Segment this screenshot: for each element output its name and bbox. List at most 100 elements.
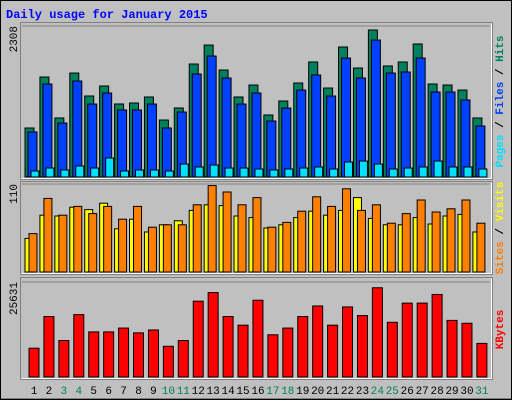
x-tick-label: 23 — [356, 386, 369, 398]
bar — [207, 292, 219, 378]
bar — [476, 342, 488, 378]
y-tick-label: 25631 — [9, 282, 21, 315]
bar — [43, 316, 55, 378]
legend: Pages / Files / Hits — [495, 35, 507, 167]
x-tick-label: 21 — [326, 386, 340, 398]
bar — [88, 331, 100, 378]
y-tick-label: 2308 — [9, 26, 21, 52]
legend: Sites / Visits — [495, 182, 507, 274]
bar — [433, 160, 443, 178]
bar — [149, 169, 159, 178]
bar — [282, 327, 294, 378]
bar — [416, 302, 428, 378]
bar — [356, 315, 368, 378]
bar — [177, 224, 187, 273]
bar — [132, 109, 143, 178]
bar — [329, 168, 339, 178]
legend: KBytes — [495, 310, 507, 350]
x-tick-label: 13 — [207, 386, 220, 398]
legend-entry: Sites — [495, 241, 507, 274]
bar — [118, 327, 130, 378]
bar — [118, 218, 128, 273]
chart-title: Daily usage for January 2015 — [6, 8, 208, 22]
x-tick-label: 17 — [266, 386, 279, 398]
x-tick-label: 18 — [281, 386, 294, 398]
bar — [267, 226, 277, 273]
x-tick-label: 25 — [386, 386, 399, 398]
bar — [326, 95, 337, 178]
x-tick-label: 12 — [192, 386, 205, 398]
bar — [192, 300, 204, 378]
x-tick-label: 2 — [46, 386, 53, 398]
bar — [341, 57, 352, 178]
bar — [30, 170, 40, 178]
bar — [373, 163, 383, 178]
bar — [299, 167, 309, 178]
bar — [401, 213, 411, 273]
bar — [133, 332, 145, 378]
legend-separator: / — [495, 62, 507, 82]
bar — [88, 213, 98, 273]
bar — [297, 316, 309, 378]
bar — [224, 167, 234, 178]
bar — [386, 222, 396, 273]
bar — [103, 205, 113, 273]
bar — [416, 199, 426, 273]
bar — [400, 71, 411, 178]
bar — [164, 170, 174, 178]
bar — [386, 321, 398, 378]
y-tick-label: 110 — [9, 184, 21, 204]
bar — [281, 107, 292, 178]
bar — [371, 287, 383, 378]
bar — [120, 170, 130, 178]
bar — [370, 39, 381, 178]
bar — [75, 165, 85, 178]
bar — [478, 168, 488, 178]
bar — [58, 340, 70, 378]
bar — [103, 331, 115, 378]
bar — [236, 103, 247, 178]
bar — [312, 196, 322, 273]
bar — [388, 168, 398, 178]
bar — [28, 347, 40, 378]
x-tick-label: 5 — [90, 386, 97, 398]
legend-separator: / — [495, 115, 507, 135]
x-tick-label: 3 — [61, 386, 68, 398]
bar — [237, 204, 247, 273]
bar — [371, 204, 381, 273]
bar — [191, 73, 202, 178]
bar — [237, 324, 249, 378]
bar — [135, 169, 145, 178]
bar — [192, 204, 202, 273]
bar — [105, 157, 115, 178]
bar — [448, 166, 458, 178]
bar — [133, 205, 143, 273]
bar — [117, 109, 128, 178]
bar — [60, 169, 70, 178]
bar — [296, 89, 307, 178]
x-tick-label: 11 — [177, 386, 191, 398]
legend-entry: Hits — [495, 35, 507, 61]
bar — [446, 208, 456, 273]
bar — [43, 197, 53, 273]
bar — [415, 57, 426, 178]
bar — [162, 345, 174, 378]
legend-entry: KBytes — [495, 310, 507, 350]
bar — [221, 77, 232, 178]
bar — [87, 103, 98, 178]
bar — [42, 83, 53, 178]
bar — [27, 131, 38, 178]
legend-entry: Pages — [495, 135, 507, 168]
bar — [460, 99, 471, 178]
bar — [431, 293, 443, 378]
bar — [314, 166, 324, 178]
legend-entry: Files — [495, 82, 507, 115]
x-tick-label: 27 — [416, 386, 429, 398]
bar — [463, 166, 473, 178]
bar — [57, 122, 68, 178]
x-tick-label: 29 — [445, 386, 458, 398]
bar — [344, 161, 354, 178]
bar — [269, 169, 279, 178]
x-tick-label: 10 — [162, 386, 175, 398]
